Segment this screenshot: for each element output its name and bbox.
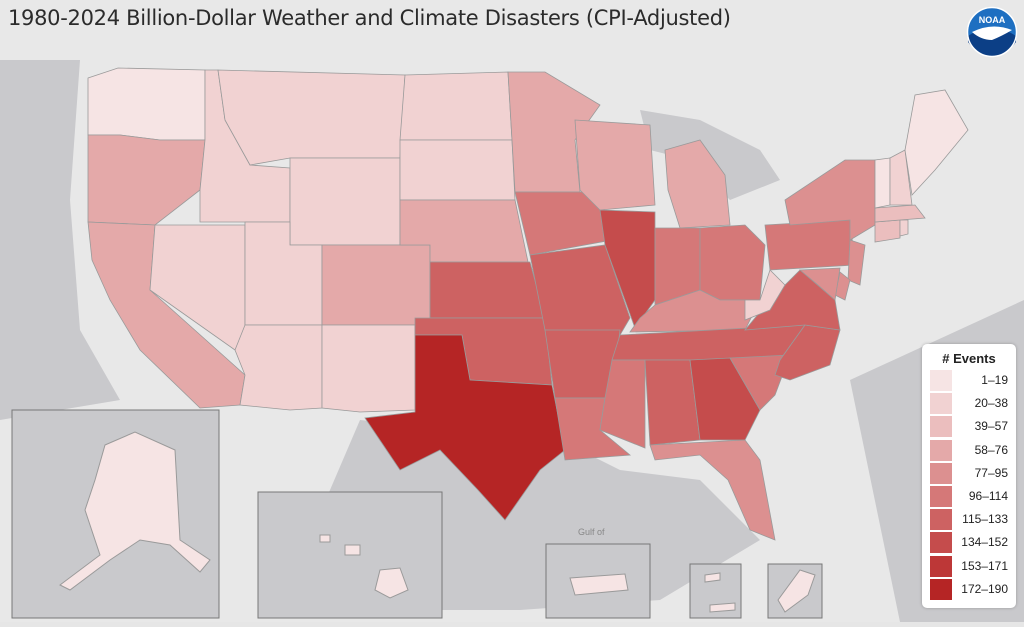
legend-label: 134–152 xyxy=(961,535,1008,550)
state-MD[interactable] xyxy=(798,267,841,301)
state-CT[interactable] xyxy=(874,219,901,243)
state-GA[interactable] xyxy=(689,357,761,441)
legend-row: 153–171 xyxy=(930,555,1014,577)
legend-label: 153–171 xyxy=(961,558,1008,573)
state-NH[interactable] xyxy=(889,149,913,206)
map-title: 1980-2024 Billion-Dollar Weather and Cli… xyxy=(8,6,731,30)
state-LA[interactable] xyxy=(554,397,632,461)
ocean-label: Gulf of xyxy=(578,527,605,537)
state-MO[interactable] xyxy=(529,244,631,336)
legend-label: 58–76 xyxy=(974,442,1008,457)
state-AK[interactable] xyxy=(59,431,211,591)
state-FL[interactable] xyxy=(649,439,776,541)
state-VT[interactable] xyxy=(874,157,891,209)
legend-label: 77–95 xyxy=(974,465,1008,480)
state-MI[interactable] xyxy=(664,139,731,229)
state-OH[interactable] xyxy=(699,224,766,301)
legend-swatch xyxy=(930,439,952,461)
territory-GU[interactable] xyxy=(777,569,816,613)
legend-label: 172–190 xyxy=(961,581,1008,596)
state-KY[interactable] xyxy=(629,289,761,333)
legend-label: 20–38 xyxy=(974,396,1008,411)
state-NM[interactable] xyxy=(321,324,416,413)
legend-label: 1–19 xyxy=(981,373,1008,387)
state-SC[interactable] xyxy=(729,354,791,411)
legend: # Events 1–19 20–38 39–57 58–76 77–95 96–114 1… xyxy=(922,344,1016,608)
state-WA[interactable] xyxy=(87,67,206,141)
state-TX[interactable] xyxy=(364,334,566,521)
legend-swatch xyxy=(930,532,952,554)
territory-VI[interactable] xyxy=(704,572,736,613)
inset-guam xyxy=(767,563,823,619)
legend-row: 172–190 xyxy=(930,578,1014,600)
state-AZ[interactable] xyxy=(234,324,323,411)
svg-text:NOAA: NOAA xyxy=(979,15,1006,25)
inset-alaska xyxy=(11,409,220,619)
legend-swatch xyxy=(930,370,952,391)
legend-swatch xyxy=(930,578,952,600)
legend-swatch xyxy=(930,486,952,507)
state-MT[interactable] xyxy=(217,69,406,166)
state-MN[interactable] xyxy=(507,71,601,193)
legend-swatch xyxy=(930,416,952,438)
legend-label: 115–133 xyxy=(962,512,1008,527)
legend-row: 134–152 xyxy=(930,532,1014,554)
legend-swatch xyxy=(930,462,952,484)
legend-row: 115–133 xyxy=(930,509,1014,531)
inset-virgin-islands xyxy=(689,563,742,619)
legend-label: 39–57 xyxy=(974,419,1008,434)
legend-row: 58–76 xyxy=(930,439,1014,461)
legend-swatch xyxy=(930,393,952,415)
legend-label: 96–114 xyxy=(968,489,1008,503)
state-CO[interactable] xyxy=(321,244,431,326)
state-WI[interactable] xyxy=(574,119,656,211)
legend-title: # Events xyxy=(942,351,996,366)
state-PA[interactable] xyxy=(764,219,856,271)
noaa-logo-icon[interactable]: NOAA xyxy=(966,6,1018,58)
state-MS[interactable] xyxy=(599,359,646,449)
state-MA[interactable] xyxy=(874,204,926,223)
inset-hawaii xyxy=(257,491,443,619)
pacific-ocean xyxy=(0,60,120,420)
state-HI[interactable] xyxy=(319,534,409,599)
state-NJ[interactable] xyxy=(847,239,866,286)
legend-row: 20–38 xyxy=(930,393,1014,415)
legend-swatch xyxy=(930,555,952,577)
territory-PR[interactable] xyxy=(569,573,629,596)
state-ME[interactable] xyxy=(904,89,969,196)
state-WY[interactable] xyxy=(289,157,401,246)
state-WV[interactable] xyxy=(744,269,786,321)
legend-row: 96–114 xyxy=(930,486,1014,507)
state-NY[interactable] xyxy=(784,159,876,241)
state-ND[interactable] xyxy=(399,71,513,141)
legend-row: 77–95 xyxy=(930,462,1014,484)
inset-puerto-rico xyxy=(545,543,651,619)
legend-row: 39–57 xyxy=(930,416,1014,438)
state-SD[interactable] xyxy=(399,139,516,201)
legend-swatch xyxy=(930,509,952,531)
state-KS[interactable] xyxy=(429,261,546,319)
state-RI[interactable] xyxy=(899,219,909,237)
legend-row: 1–19 xyxy=(930,370,1014,391)
